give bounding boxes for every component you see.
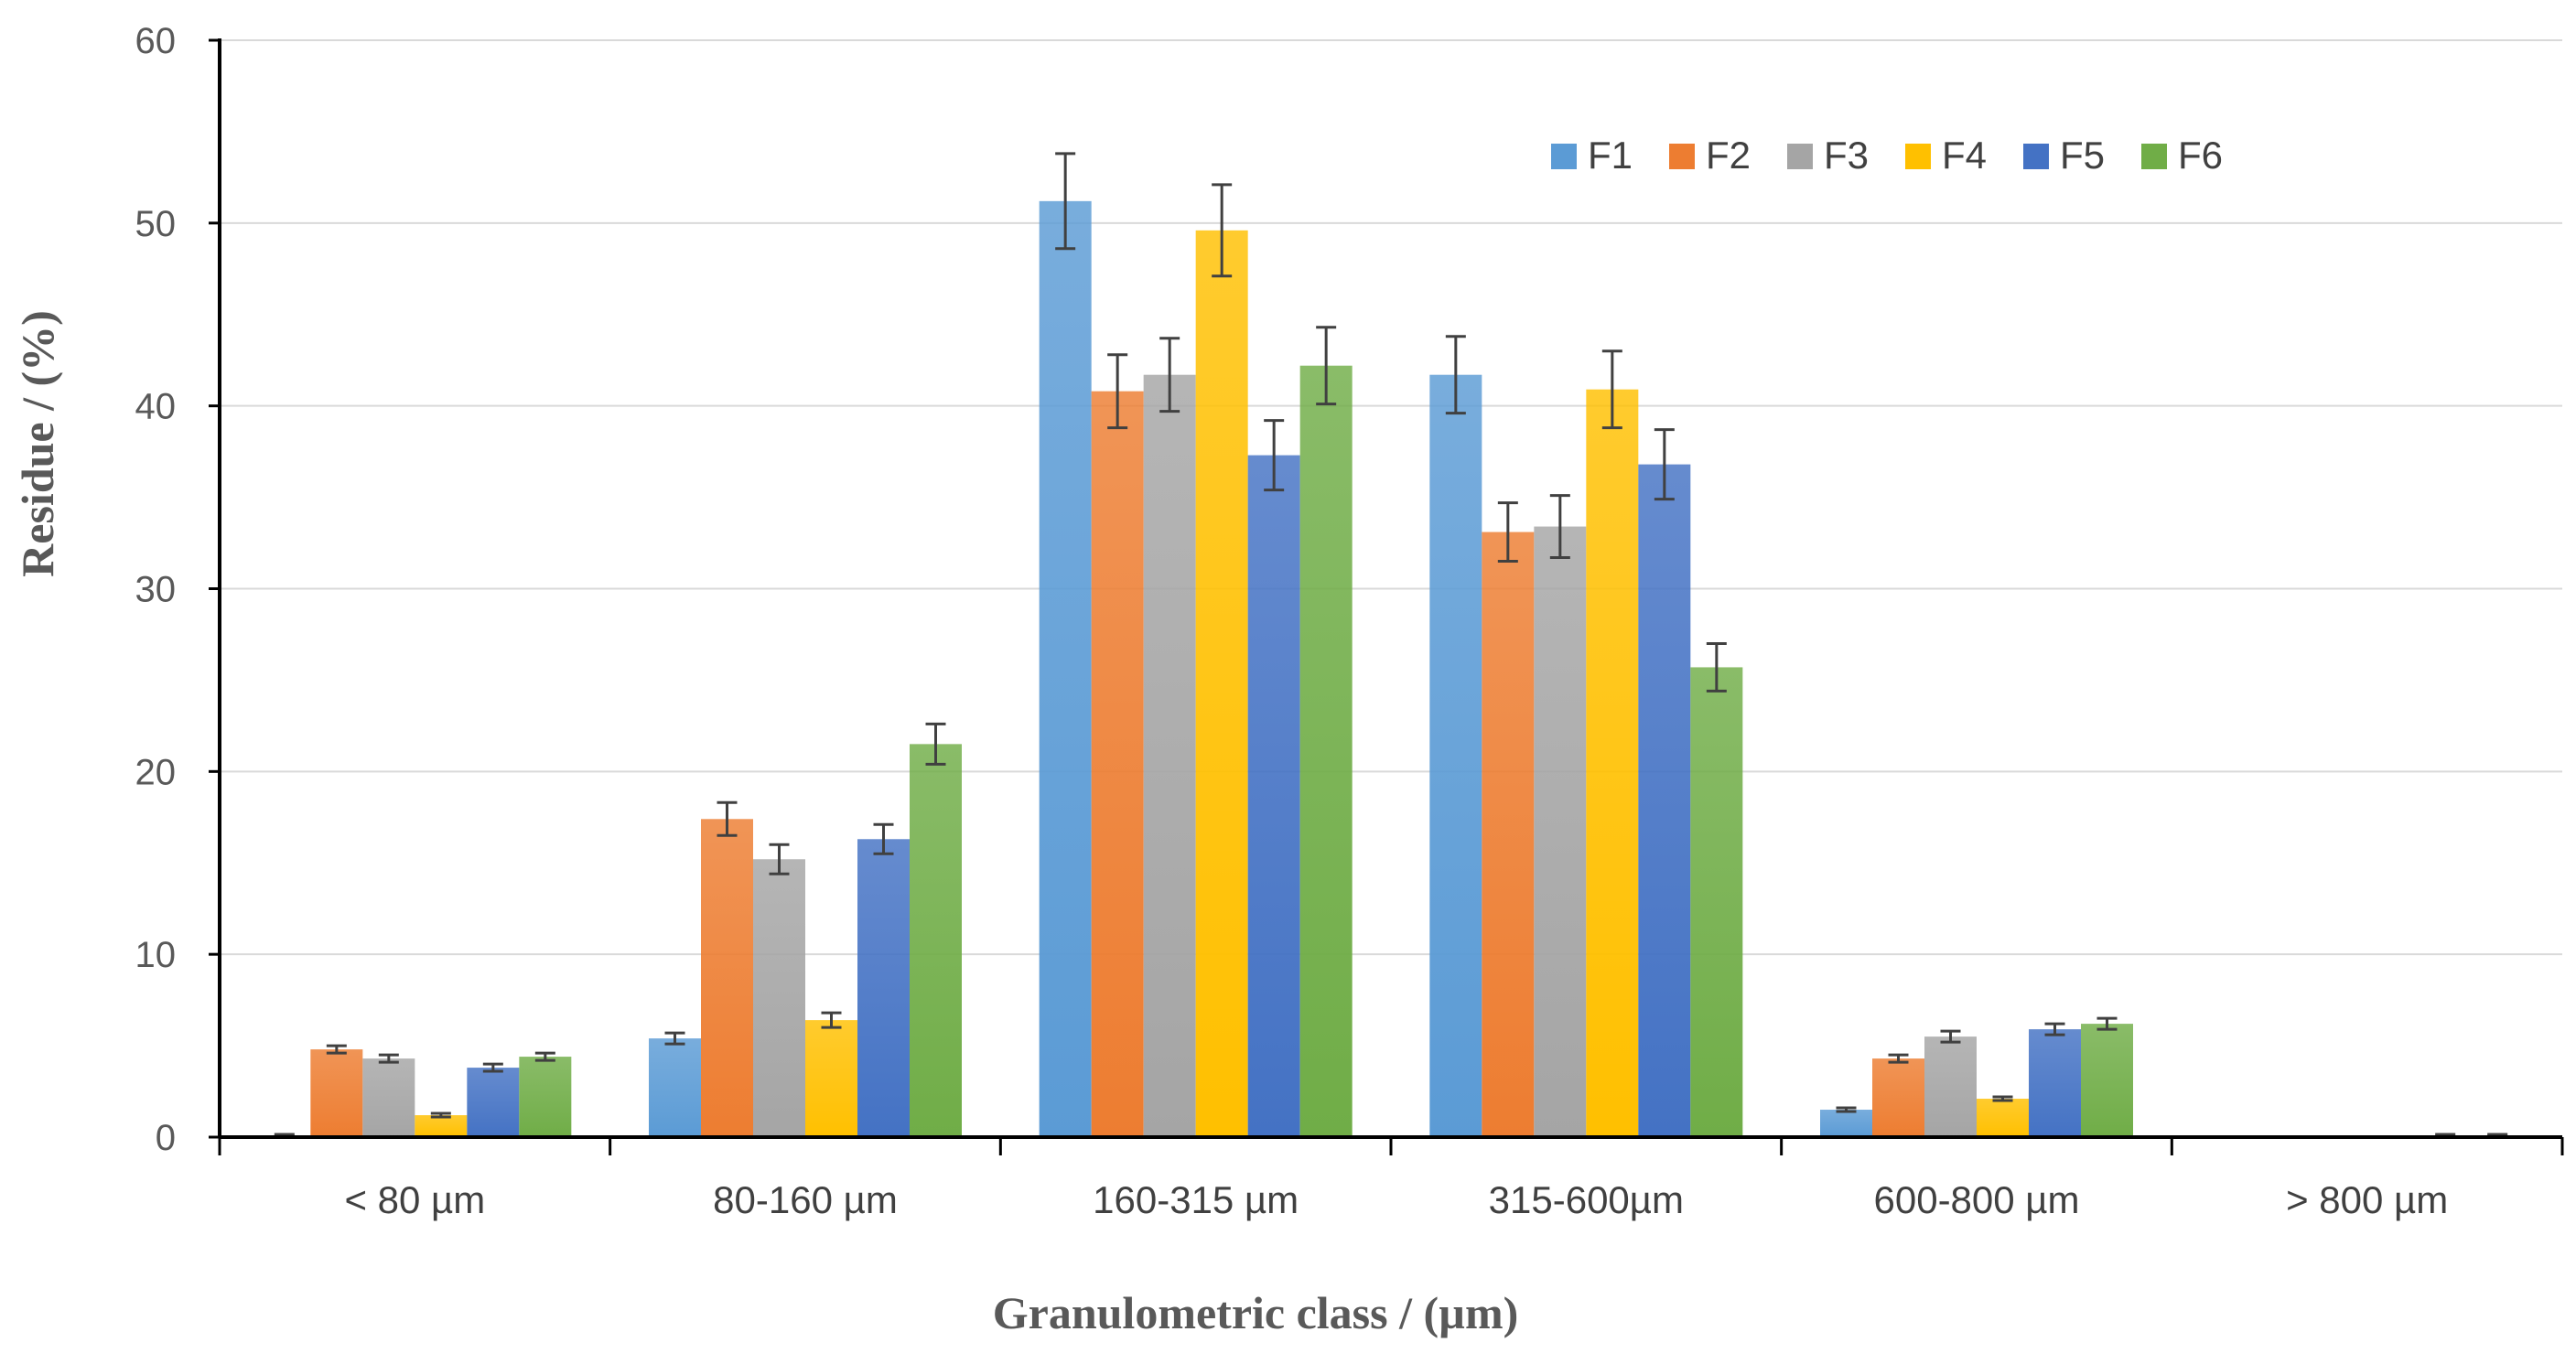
error-bar — [430, 1112, 451, 1119]
bar-f5 — [1638, 464, 1691, 1137]
bar-f6 — [1299, 365, 1353, 1137]
y-tick-label: 40 — [135, 387, 177, 427]
bar-f1 — [1039, 200, 1092, 1137]
bar-f3 — [1924, 1036, 1977, 1137]
error-bar — [1159, 337, 1180, 413]
legend-label: F5 — [2060, 134, 2105, 177]
legend: F1 F2 F3 F4 F5 F6 — [1551, 134, 2223, 177]
error-bar — [2096, 1016, 2118, 1031]
error-bar — [664, 1031, 685, 1046]
y-tick-label: 60 — [135, 21, 177, 61]
bars — [258, 200, 2524, 1138]
legend-item-f4: F4 — [1905, 134, 1987, 177]
bar-f3 — [753, 859, 805, 1137]
error-bar — [1316, 326, 1337, 406]
legend-item-f5: F5 — [2023, 134, 2105, 177]
legend-label: F2 — [1706, 134, 1751, 177]
error-bar — [378, 1053, 399, 1064]
legend-swatch — [1787, 144, 1813, 169]
legend-item-f2: F2 — [1669, 134, 1751, 177]
error-bar — [1706, 641, 1727, 693]
error-bars — [274, 152, 2508, 1139]
error-bar — [1212, 183, 1233, 278]
error-bar — [1445, 335, 1466, 415]
legend-swatch — [1669, 144, 1695, 169]
bar-f5 — [467, 1068, 520, 1137]
bar-f4 — [415, 1115, 468, 1137]
bar-f5 — [857, 839, 910, 1137]
y-tick-label: 10 — [135, 935, 177, 975]
y-tick-label: 20 — [135, 752, 177, 792]
error-bar — [717, 800, 738, 837]
bar-f4 — [805, 1020, 857, 1137]
bar-f6 — [519, 1057, 572, 1137]
error-bar — [1654, 428, 1675, 501]
bar-f6 — [910, 744, 962, 1137]
y-tick-label: 0 — [156, 1118, 176, 1158]
bar-f3 — [1534, 526, 1587, 1137]
x-category-label: 315-600µm — [1489, 1178, 1684, 1221]
x-category-labels: < 80 µm 80-160 µm 160-315 µm 315-600µm 600-8… — [344, 1178, 2448, 1221]
error-bar — [1264, 419, 1285, 492]
legend-label: F1 — [1588, 134, 1633, 177]
legend-label: F3 — [1824, 134, 1869, 177]
bar-f3 — [362, 1058, 415, 1137]
bar-f4 — [1977, 1099, 2029, 1137]
error-bar — [1055, 152, 1076, 251]
error-bar — [1497, 501, 1518, 564]
legend-item-f3: F3 — [1787, 134, 1869, 177]
legend-label: F6 — [2178, 134, 2223, 177]
y-tick-labels: 0 10 20 30 40 50 60 — [135, 21, 177, 1158]
legend-label: F4 — [1942, 134, 1987, 177]
error-bar — [1107, 353, 1128, 430]
x-category-label: 160-315 µm — [1093, 1178, 1299, 1221]
x-category-label: 600-800 µm — [1874, 1178, 2080, 1221]
bar-f5 — [2029, 1029, 2081, 1137]
bar-f6 — [2081, 1024, 2133, 1137]
legend-swatch — [2023, 144, 2049, 169]
bar-f1 — [649, 1038, 701, 1137]
bar-f6 — [1690, 667, 1743, 1137]
x-axis-title: Granulometric class / (µm) — [993, 1287, 1519, 1338]
y-tick-label: 50 — [135, 204, 177, 244]
y-axis-title: Residue / (%) — [12, 310, 63, 577]
bar-f1 — [1429, 374, 1482, 1137]
legend-swatch — [2141, 144, 2167, 169]
bar-f2 — [1872, 1058, 1924, 1137]
y-tick-label: 30 — [135, 570, 177, 610]
gridlines — [220, 39, 2562, 956]
error-bar — [2044, 1022, 2065, 1036]
error-bar — [925, 722, 946, 766]
bar-f1 — [1820, 1110, 1872, 1137]
bar-f2 — [1482, 532, 1535, 1137]
bar-f3 — [1143, 374, 1196, 1137]
x-category-label: < 80 µm — [344, 1178, 485, 1221]
legend-item-f6: F6 — [2141, 134, 2223, 177]
error-bar — [769, 843, 790, 875]
error-bar — [1992, 1095, 2013, 1102]
legend-item-f1: F1 — [1551, 134, 1633, 177]
bar-f4 — [1586, 389, 1639, 1138]
bar-f2 — [1091, 391, 1144, 1137]
error-bar — [1836, 1106, 1857, 1113]
error-bar — [326, 1044, 347, 1055]
x-category-label: > 800 µm — [2286, 1178, 2448, 1221]
error-bar — [873, 822, 894, 855]
error-bar — [1601, 349, 1622, 430]
x-category-label: 80-160 µm — [713, 1178, 898, 1221]
error-bar — [1940, 1029, 1961, 1044]
bar-f5 — [1247, 455, 1300, 1137]
legend-swatch — [1551, 144, 1577, 169]
error-bar — [821, 1011, 842, 1029]
error-bar — [1549, 494, 1570, 560]
error-bar — [1888, 1053, 1909, 1064]
bar-f4 — [1195, 230, 1248, 1137]
error-bar — [534, 1051, 555, 1062]
bar-f2 — [310, 1049, 363, 1137]
legend-swatch — [1905, 144, 1931, 169]
error-bar — [482, 1062, 503, 1073]
bar-f2 — [701, 819, 753, 1137]
axes — [209, 38, 2564, 1155]
